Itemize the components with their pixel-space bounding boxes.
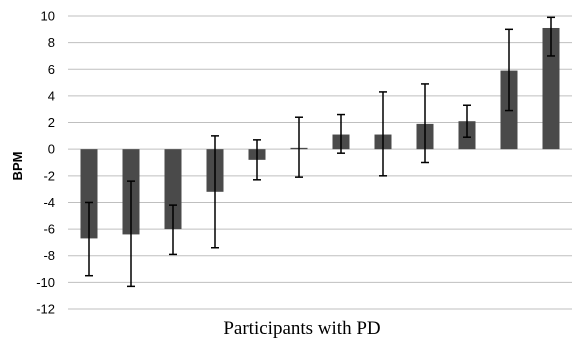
y-axis-label: BPM	[10, 152, 25, 181]
y-tick-labels: -12 -10 -8 -6 -4 -2 0 2 4 6 8 10	[36, 9, 55, 317]
error-bar	[169, 204, 177, 256]
y-tick-label: -6	[43, 222, 55, 237]
x-axis-label: Participants with PD	[223, 318, 381, 339]
error-bar	[295, 116, 303, 178]
bar	[542, 27, 560, 150]
error-bar	[337, 113, 345, 154]
error-bar	[127, 180, 135, 288]
error-bar	[463, 104, 471, 138]
error-bar	[547, 16, 555, 57]
y-tick-label: 6	[48, 62, 55, 77]
bar	[164, 149, 182, 230]
y-tick-label: 10	[41, 9, 55, 24]
bars	[80, 27, 560, 239]
y-tick-label: 0	[48, 142, 55, 157]
error-bar	[211, 135, 219, 249]
error-bar	[379, 91, 387, 177]
error-bar	[253, 139, 261, 181]
y-tick-label: -10	[36, 275, 55, 290]
error-bar	[85, 201, 93, 277]
y-tick-label: 8	[48, 35, 55, 50]
error-bar	[421, 83, 429, 164]
y-tick-label: -4	[43, 195, 55, 210]
y-tick-label: 2	[48, 115, 55, 130]
error-bars	[85, 16, 555, 288]
error-bar	[505, 28, 513, 112]
y-tick-label: -2	[43, 168, 55, 183]
y-tick-label: -12	[36, 302, 55, 317]
gridlines	[68, 15, 572, 310]
y-tick-label: -8	[43, 248, 55, 263]
bar	[80, 149, 98, 239]
y-tick-label: 4	[48, 88, 55, 103]
